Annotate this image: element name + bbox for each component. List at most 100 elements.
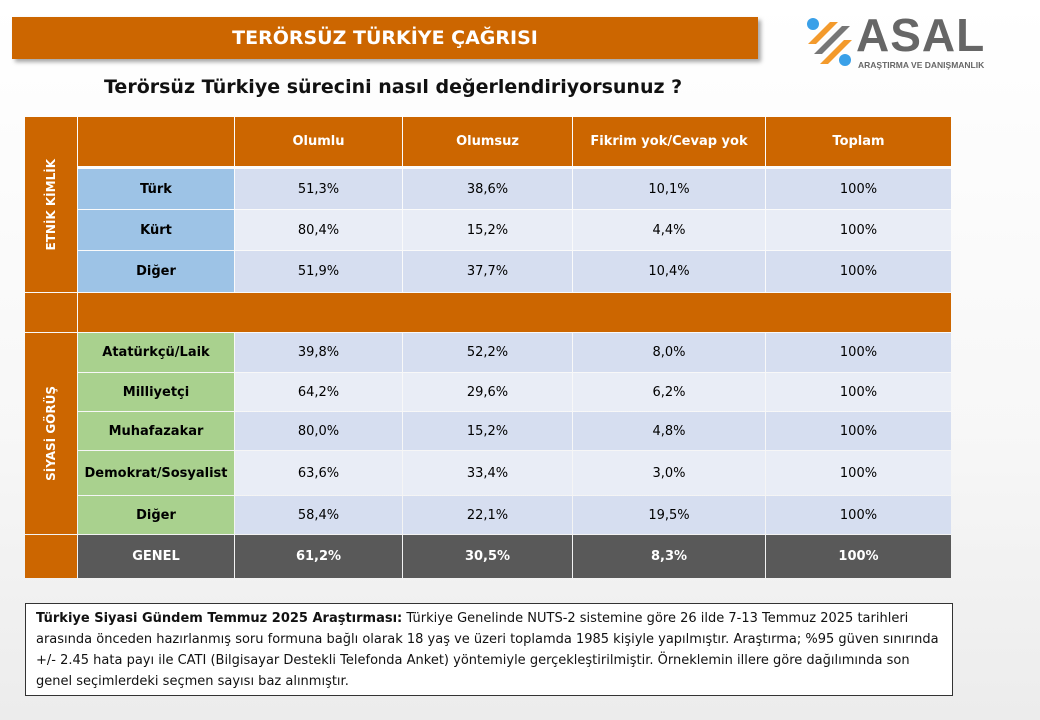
group-label-ethnic: ETNİK KİMLİK [25, 117, 77, 292]
table-cell-text: 33,4% [466, 465, 509, 481]
table-cell: 29,6% [403, 373, 572, 411]
table-cell: 100% [766, 451, 951, 495]
table-cell-text: 100% [839, 507, 878, 523]
table-cell-text: 15,2% [466, 423, 509, 439]
table-cell-text: 100% [839, 222, 878, 238]
row-label: Atatürkçü/Laik [78, 333, 234, 372]
table-cell-text: 51,3% [297, 181, 340, 197]
table-cell-text: 29,6% [466, 384, 509, 400]
group-label-political-text: SİYASİ GÖRÜŞ [44, 386, 58, 481]
table-cell: 64,2% [235, 373, 402, 411]
row-label: Diğer [78, 496, 234, 534]
table-cell: 51,3% [235, 169, 402, 209]
row-label: Muhafazakar [78, 412, 234, 450]
table-cell: 63,6% [235, 451, 402, 495]
row-label-text: Demokrat/Sosyalist [84, 465, 228, 481]
survey-question: Terörsüz Türkiye sürecini nasıl değerlen… [104, 76, 683, 98]
table-cell-text: 19,5% [648, 507, 690, 523]
table-cell-text: 4,8% [652, 423, 686, 439]
table-cell: 4,8% [573, 412, 765, 450]
logo-word: ASAL [856, 9, 986, 61]
table-cell: 10,4% [573, 251, 765, 292]
table-cell-text: 15,2% [466, 222, 509, 238]
table-cell-text: 3,0% [652, 465, 686, 481]
table-cell: 100% [766, 333, 951, 372]
table-cell-text: 100% [839, 181, 878, 197]
row-label-text: Diğer [136, 264, 176, 279]
group-label-political: SİYASİ GÖRÜŞ [25, 333, 77, 534]
row-label: Demokrat/Sosyalist [78, 451, 234, 495]
group-label-ethnic-text: ETNİK KİMLİK [44, 158, 58, 251]
row-label-text: Diğer [136, 507, 176, 523]
row-label-text: Muhafazakar [108, 423, 204, 439]
note-text: Türkiye Genelinde NUTS-2 sistemine göre … [36, 611, 939, 689]
table-cell: 51,9% [235, 251, 402, 292]
row-label-text: Atatürkçü/Laik [102, 345, 210, 360]
table-cell-text: 100% [839, 264, 878, 279]
column-header: Fikrim yok/Cevap yok [573, 117, 765, 166]
row-label-text: Türk [140, 181, 172, 197]
column-header: Olumlu [235, 117, 402, 166]
table-cell-text: 100% [839, 345, 878, 360]
table-cell-text: 8,0% [652, 345, 686, 360]
header-corner [78, 117, 234, 166]
table-cell: 15,2% [403, 412, 572, 450]
table-cell: 100% [766, 210, 951, 250]
column-header-text: Olumsuz [456, 134, 519, 149]
table-cell: 3,0% [573, 451, 765, 495]
table-cell: 33,4% [403, 451, 572, 495]
note-title: Türkiye Siyasi Gündem Temmuz 2025 Araştı… [36, 611, 403, 626]
table-cell-text: 52,2% [466, 345, 509, 360]
table-cell-text: 51,9% [297, 264, 340, 279]
separator-row [78, 293, 951, 332]
table-cell: 100% [766, 251, 951, 292]
column-header-text: Fikrim yok/Cevap yok [590, 134, 748, 149]
methodology-note: Türkiye Siyasi Gündem Temmuz 2025 Araştı… [25, 603, 953, 696]
row-label: Kürt [78, 210, 234, 250]
table-cell: 100% [766, 412, 951, 450]
total-label: GENEL [78, 535, 234, 578]
table-cell-text: 100% [839, 465, 878, 481]
table-cell: 10,1% [573, 169, 765, 209]
total-left [25, 535, 77, 578]
table-cell: 37,7% [403, 251, 572, 292]
column-header: Toplam [766, 117, 951, 166]
row-label-text: Kürt [140, 222, 172, 238]
table-cell: 100% [766, 373, 951, 411]
table-cell-text: 4,4% [652, 222, 686, 238]
table-cell-text: 64,2% [297, 384, 340, 400]
row-label: Türk [78, 169, 234, 209]
asal-logo: ASAL ARAŞTIRMA VE DANIŞMANLIK [800, 9, 1000, 74]
total-cell: 8,3% [573, 535, 765, 578]
logo-subtitle: ARAŞTIRMA VE DANIŞMANLIK [858, 60, 985, 70]
table-cell-text: 58,4% [297, 507, 340, 523]
table-cell-text: 80,4% [297, 222, 340, 238]
total-cell-text: 8,3% [650, 549, 688, 564]
total-cell-text: 30,5% [464, 549, 511, 564]
table-cell: 8,0% [573, 333, 765, 372]
table-cell-text: 38,6% [466, 181, 509, 197]
total-label-text: GENEL [132, 549, 180, 564]
table-cell-text: 100% [839, 423, 878, 439]
table-cell: 39,8% [235, 333, 402, 372]
table-cell: 100% [766, 496, 951, 534]
table-cell-text: 100% [839, 384, 878, 400]
table-cell: 19,5% [573, 496, 765, 534]
table-cell-text: 63,6% [297, 465, 340, 481]
row-label: Milliyetçi [78, 373, 234, 411]
total-cell: 30,5% [403, 535, 572, 578]
table-cell-text: 80,0% [297, 423, 340, 439]
table-cell-text: 10,4% [648, 264, 690, 279]
table-cell: 4,4% [573, 210, 765, 250]
banner-title: TERÖRSÜZ TÜRKİYE ÇAĞRISI [232, 27, 538, 49]
table-cell-text: 37,7% [466, 264, 509, 279]
table-cell-text: 22,1% [466, 507, 509, 523]
table-cell: 38,6% [403, 169, 572, 209]
table-cell-text: 6,2% [652, 384, 686, 400]
table-cell-text: 10,1% [648, 181, 690, 197]
title-banner: TERÖRSÜZ TÜRKİYE ÇAĞRISI [12, 17, 758, 59]
column-header-text: Toplam [832, 134, 885, 149]
row-label: Diğer [78, 251, 234, 292]
table-cell: 100% [766, 169, 951, 209]
logo-mark-icon [807, 18, 852, 66]
